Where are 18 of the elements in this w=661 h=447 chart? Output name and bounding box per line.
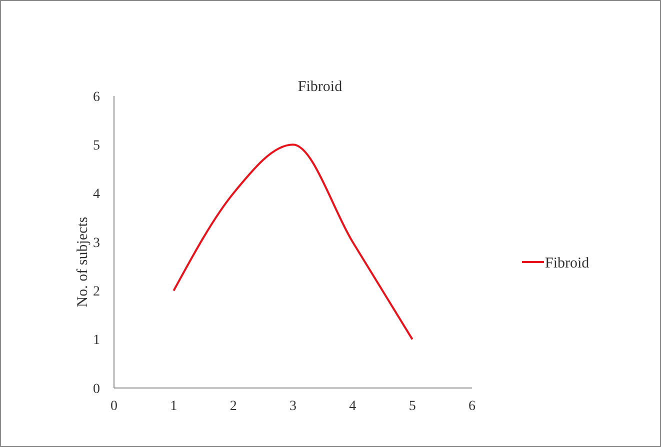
y-tick-label: 3 (93, 236, 100, 251)
y-tick-label: 2 (93, 284, 100, 300)
x-tick-label: 0 (110, 399, 118, 414)
y-tick-label: 4 (93, 187, 100, 202)
x-tick-label: 4 (349, 399, 356, 414)
chart-title: Fibroid (298, 79, 343, 95)
x-tick-label: 6 (468, 399, 476, 414)
x-tick-label: 2 (230, 399, 237, 414)
y-tick-label: 5 (93, 138, 100, 154)
y-tick-label: 1 (93, 333, 100, 348)
x-tick-label: 3 (290, 399, 296, 414)
y-tick-label: 6 (93, 90, 100, 105)
legend-label: Fibroid (545, 255, 590, 272)
x-tick-label: 1 (170, 399, 178, 414)
x-tick-label: 5 (408, 399, 416, 414)
y-tick-label: 0 (93, 382, 100, 397)
y-axis-title: No. of subjects (75, 216, 91, 308)
line-series (172, 144, 414, 340)
